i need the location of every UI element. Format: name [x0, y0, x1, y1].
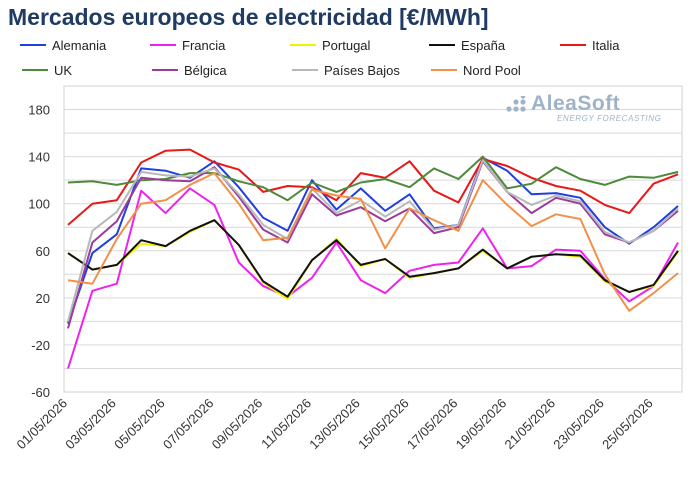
- series-line-nord-pool: [67, 172, 679, 312]
- legend-item: Nord Pool: [431, 61, 521, 79]
- series-line-italia: [67, 148, 679, 226]
- legend-swatch: [429, 44, 455, 46]
- legend-label: UK: [54, 62, 73, 78]
- series-line-alemania: [67, 156, 679, 325]
- chart-title: Mercados europeos de electricidad [€/MWh…: [8, 4, 489, 30]
- legend-item: Países Bajos: [292, 61, 400, 79]
- legend-item: España: [429, 36, 505, 54]
- y-tick-label: 20: [36, 291, 50, 306]
- x-tick-label: 13/05/2026: [306, 396, 363, 453]
- legend-label: Alemania: [52, 37, 107, 53]
- x-tick-label: 17/05/2026: [404, 396, 461, 453]
- logo-name: AleaSoft: [531, 92, 621, 115]
- series-line-b-lgica: [67, 160, 679, 329]
- legend-item: Italia: [560, 36, 619, 54]
- legend-label: España: [461, 37, 506, 53]
- x-tick-label: 01/05/2026: [13, 396, 70, 453]
- x-tick-label: 25/05/2026: [599, 396, 656, 453]
- y-tick-label: -60: [31, 385, 50, 400]
- legend-swatch: [20, 44, 46, 46]
- series-line-uk: [67, 155, 679, 202]
- legend-swatch: [431, 69, 457, 71]
- legend-label: Portugal: [322, 37, 371, 53]
- logo-dots-icon: [506, 96, 526, 112]
- logo-tagline: ENERGY FORECASTING: [557, 114, 662, 123]
- x-tick-label: 07/05/2026: [160, 396, 217, 453]
- legend-item: Bélgica: [152, 61, 227, 79]
- x-tick-label: 19/05/2026: [453, 396, 510, 453]
- series-line-francia: [67, 187, 679, 369]
- y-tick-label: 140: [28, 150, 50, 165]
- legend-swatch: [292, 69, 318, 71]
- legend-item: UK: [22, 61, 72, 79]
- y-tick-label: -20: [31, 338, 50, 353]
- legend-swatch: [22, 69, 48, 71]
- x-tick-label: 21/05/2026: [501, 396, 558, 453]
- plot-frame: [63, 85, 683, 393]
- legend-label: Francia: [182, 37, 226, 53]
- legend-swatch: [290, 44, 316, 46]
- legend-item: Francia: [150, 36, 225, 54]
- series-line-pa-ses-bajos: [67, 159, 679, 322]
- legend-label: Nord Pool: [463, 62, 521, 78]
- aleasoft-logo: AleaSoft ENERGY FORECASTING: [505, 92, 675, 126]
- series-line-espa-a: [67, 219, 679, 298]
- legend: Alemania Francia Portugal España Italia UK Bél…: [0, 34, 696, 86]
- legend-swatch: [152, 69, 178, 71]
- y-tick-label: 60: [36, 244, 50, 259]
- legend-label: Países Bajos: [324, 62, 400, 78]
- x-tick-label: 03/05/2026: [62, 396, 119, 453]
- series-lines: [67, 148, 679, 369]
- legend-label: Bélgica: [184, 62, 227, 78]
- legend-swatch: [150, 44, 176, 46]
- x-tick-label: 05/05/2026: [111, 396, 168, 453]
- legend-item: Portugal: [290, 36, 370, 54]
- legend-item: Alemania: [20, 36, 106, 54]
- x-axis-ticks: 01/05/202603/05/202605/05/202607/05/2026…: [13, 396, 655, 453]
- legend-label: Italia: [592, 37, 620, 53]
- x-tick-label: 09/05/2026: [209, 396, 266, 453]
- x-tick-label: 15/05/2026: [355, 396, 412, 453]
- legend-swatch: [560, 44, 586, 46]
- y-axis-ticks: -60 -20 20 60 100 140 180: [28, 103, 50, 400]
- x-tick-label: 11/05/2026: [258, 396, 314, 452]
- y-tick-label: 180: [28, 103, 50, 118]
- y-tick-label: 100: [28, 197, 50, 212]
- x-tick-label: 23/05/2026: [550, 396, 607, 453]
